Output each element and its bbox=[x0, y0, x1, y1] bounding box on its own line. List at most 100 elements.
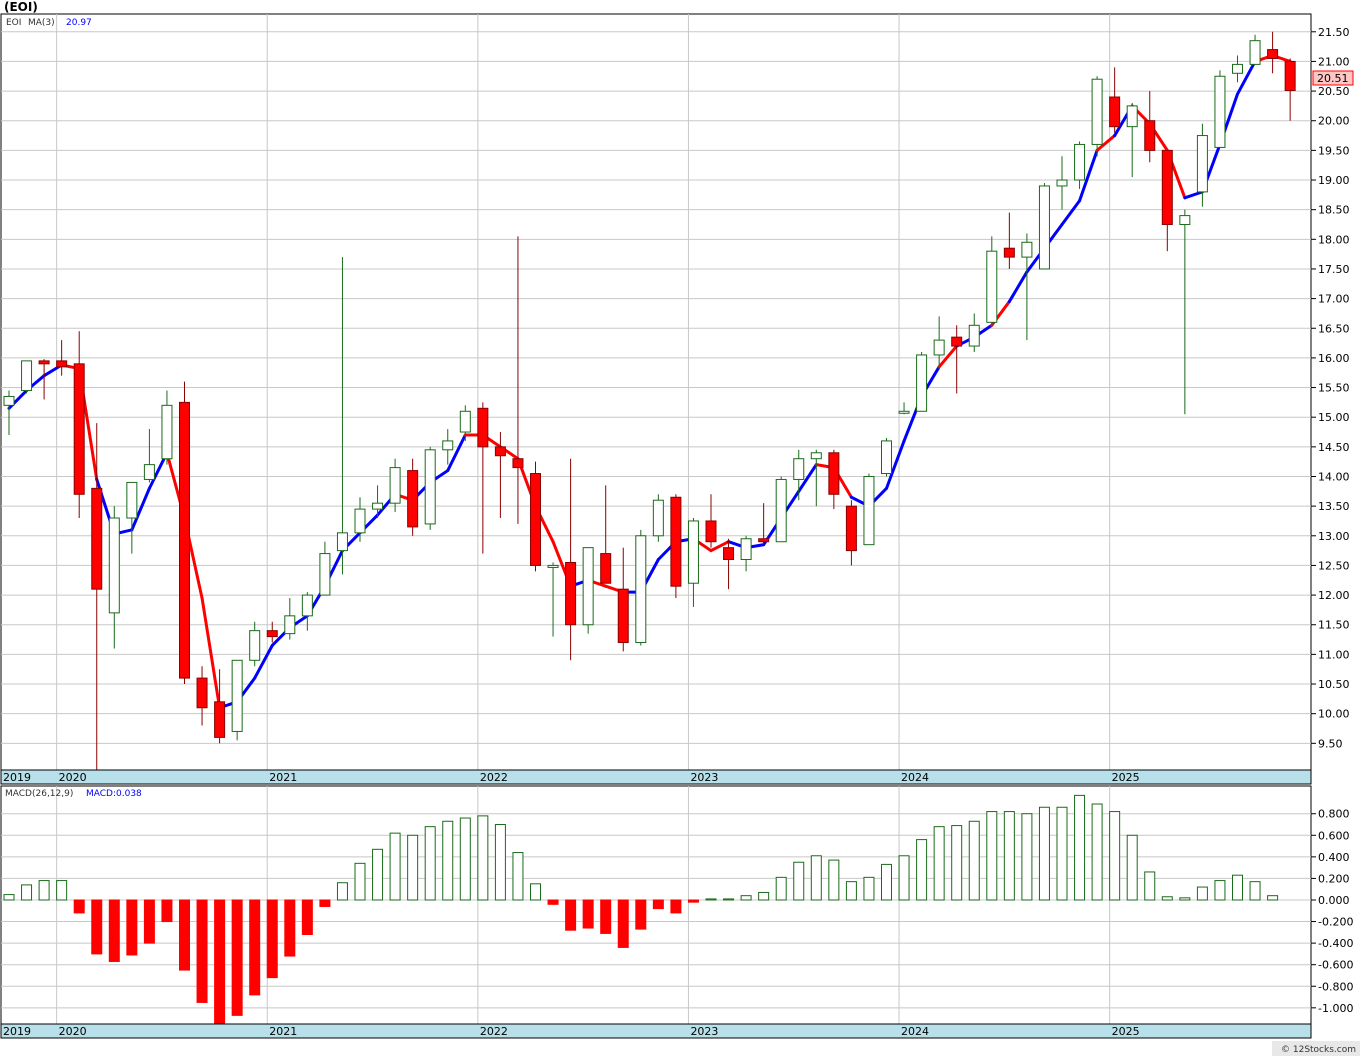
price-tick-label: 18.50 bbox=[1318, 204, 1350, 217]
candle-body bbox=[1196, 135, 1208, 193]
candle-body bbox=[1091, 78, 1103, 145]
price-tick-label: 10.50 bbox=[1318, 678, 1350, 691]
candle-body bbox=[1179, 215, 1191, 225]
candle-body bbox=[652, 499, 664, 537]
candle-body bbox=[705, 520, 717, 543]
price-tick-label: 12.50 bbox=[1318, 559, 1350, 572]
macd-bar bbox=[635, 899, 647, 930]
macd-bar bbox=[1126, 834, 1138, 901]
candle bbox=[758, 503, 770, 545]
candle bbox=[354, 497, 366, 542]
candle-body bbox=[986, 250, 998, 323]
candle-body bbox=[670, 496, 682, 587]
candle-body bbox=[1249, 40, 1261, 65]
candle-body bbox=[424, 449, 436, 525]
candle-body bbox=[126, 481, 138, 519]
last-price-text: 20.51 bbox=[1317, 72, 1349, 85]
candle-body bbox=[73, 363, 85, 495]
macd-year-label: 2022 bbox=[480, 1025, 508, 1038]
macd-tick-label: -0.800 bbox=[1318, 980, 1353, 993]
price-tick-label: 20.50 bbox=[1318, 85, 1350, 98]
macd-bar bbox=[670, 899, 682, 914]
price-tick-label: 15.50 bbox=[1318, 382, 1350, 395]
candle bbox=[372, 485, 384, 518]
candle bbox=[1074, 141, 1086, 189]
candle bbox=[179, 381, 190, 685]
candle bbox=[547, 562, 559, 637]
candle-body bbox=[758, 538, 770, 543]
candle-body bbox=[459, 410, 471, 433]
candle-body bbox=[336, 532, 348, 552]
candle-body bbox=[1109, 96, 1121, 128]
candle bbox=[775, 476, 787, 543]
candle bbox=[881, 437, 892, 477]
candle bbox=[56, 340, 68, 376]
macd-bar bbox=[705, 898, 717, 901]
candle-body bbox=[723, 547, 735, 561]
macd-bar bbox=[723, 898, 735, 901]
candle bbox=[1249, 34, 1261, 65]
macd-date-strip bbox=[0, 1023, 1312, 1039]
price-tick-label: 17.50 bbox=[1318, 263, 1350, 276]
price-tick-label: 13.50 bbox=[1318, 500, 1350, 513]
candle-body bbox=[810, 452, 822, 460]
candle bbox=[1091, 76, 1103, 157]
candle bbox=[161, 390, 173, 465]
macd-bar bbox=[617, 899, 629, 948]
macd-year-label: 2025 bbox=[1112, 1025, 1140, 1038]
macd-bar bbox=[881, 863, 892, 901]
candle-body bbox=[1214, 75, 1226, 148]
candle-body bbox=[231, 659, 243, 732]
candle bbox=[600, 485, 612, 584]
candle bbox=[143, 429, 155, 483]
candle-body bbox=[968, 324, 980, 347]
macd-bar bbox=[372, 848, 384, 901]
candle bbox=[863, 473, 875, 546]
candle bbox=[687, 518, 699, 607]
candle bbox=[319, 541, 331, 596]
macd-bar bbox=[863, 876, 875, 901]
candle-body bbox=[266, 630, 278, 638]
ma3-segment bbox=[446, 433, 467, 473]
candle bbox=[389, 458, 401, 513]
candle-body bbox=[530, 473, 541, 566]
macd-bar bbox=[1021, 813, 1033, 901]
candle-body bbox=[512, 458, 524, 469]
macd-bar bbox=[1232, 874, 1243, 901]
candle bbox=[1003, 212, 1015, 269]
macd-bar bbox=[354, 862, 366, 901]
price-panel: 9.50 10.00 10.50 11.00 11.50 12.00 12.50 13.00 1… bbox=[0, 13, 1354, 785]
candle-body bbox=[319, 553, 331, 596]
macd-bar bbox=[301, 899, 313, 935]
candle-body bbox=[1161, 149, 1173, 225]
ma3-segment bbox=[1095, 134, 1117, 152]
price-tick-label: 14.00 bbox=[1318, 470, 1350, 483]
candle bbox=[407, 458, 419, 536]
candle bbox=[126, 481, 138, 554]
candle-body bbox=[249, 630, 261, 661]
candle-body bbox=[1056, 179, 1068, 187]
candle-body bbox=[951, 336, 963, 347]
macd-bar bbox=[565, 899, 577, 931]
macd-y-axis: -1.000 -0.800 -0.600 -0.400 -0.200 0.000 0.200… bbox=[1311, 808, 1353, 1015]
candle bbox=[530, 461, 541, 572]
ma3-segment bbox=[1007, 270, 1029, 304]
macd-bar bbox=[477, 815, 489, 901]
price-tick-label: 11.00 bbox=[1318, 648, 1350, 661]
candle bbox=[670, 494, 682, 599]
candle-body bbox=[1232, 63, 1243, 74]
price-tick-label: 11.50 bbox=[1318, 619, 1350, 632]
candle-body bbox=[38, 360, 50, 365]
candle bbox=[968, 313, 980, 352]
macd-bar bbox=[1091, 803, 1103, 901]
candle bbox=[91, 423, 103, 770]
macd-year-label: 2021 bbox=[269, 1025, 297, 1038]
price-tick-label: 17.00 bbox=[1318, 293, 1350, 306]
candle-body bbox=[828, 452, 840, 495]
macd-tick-label: 0.200 bbox=[1318, 872, 1350, 885]
macd-bar bbox=[56, 880, 68, 901]
candle-body bbox=[56, 360, 68, 368]
macd-tick-label: -0.600 bbox=[1318, 959, 1353, 972]
ma3-segment bbox=[200, 596, 222, 710]
